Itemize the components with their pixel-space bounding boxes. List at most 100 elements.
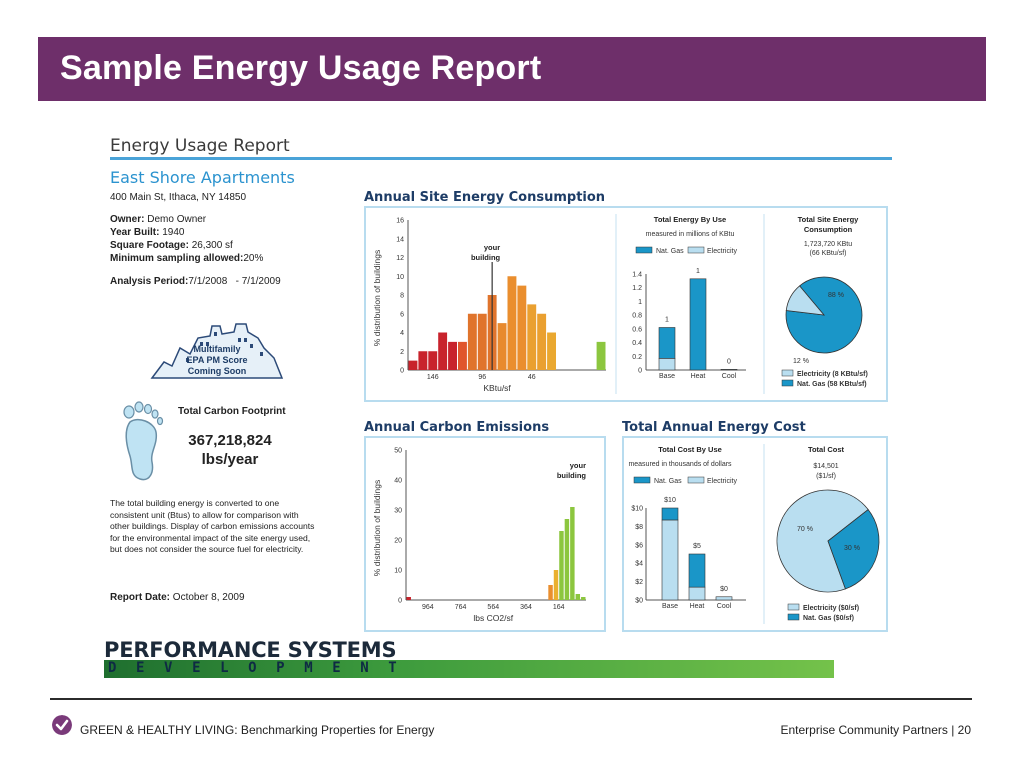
carbon-number: 367,218,824 xyxy=(188,432,272,449)
y-tick-label: 40 xyxy=(394,478,402,485)
company-name: PERFORMANCE SYSTEMS xyxy=(104,638,397,662)
stacked-y-tick: $10 xyxy=(631,506,643,513)
pie-slice-label: 88 % xyxy=(828,292,844,299)
company-tagline-bar xyxy=(104,660,834,678)
legend-gas-swatch xyxy=(635,246,653,254)
your-building-label: your xyxy=(484,243,500,252)
year-built-row: Year Built: 1940 xyxy=(110,227,185,238)
histogram-bar xyxy=(408,360,418,370)
pie-value: 1,723,720 KBtu xyxy=(804,241,852,248)
histogram-bar xyxy=(581,597,586,600)
y-tick-label: 20 xyxy=(394,538,402,545)
site-energy-panel: 0 2 4 6 8 10 12 14 16% distribution of buildings… xyxy=(364,206,888,402)
stacked-bar-electricity xyxy=(661,519,679,601)
property-name: East Shore Apartments xyxy=(110,168,295,187)
owner-value: Demo Owner xyxy=(147,214,207,225)
histogram-bar xyxy=(553,570,559,600)
stacked-bar-electricity xyxy=(715,596,733,601)
pie-legend-swatch xyxy=(787,603,800,611)
year-built-label: Year Built: xyxy=(110,227,160,238)
legend-gas-label: Nat. Gas xyxy=(656,248,684,255)
report-date-row: Report Date: October 8, 2009 xyxy=(110,592,245,603)
pie-value: $14,501 xyxy=(813,463,838,470)
stacked-chart-subtitle: measured in thousands of dollars xyxy=(628,461,732,468)
slide-title: Sample Energy Usage Report xyxy=(60,49,542,87)
x-tick-label: 46 xyxy=(528,374,536,381)
histogram-bar xyxy=(517,285,527,370)
stacked-bar-electricity xyxy=(658,358,676,371)
your-building-label: building xyxy=(557,471,587,480)
legend-elec-swatch xyxy=(687,246,705,254)
title-bar: Sample Energy Usage Report xyxy=(38,37,986,101)
carbon-footprint-value: 367,218,824 lbs/year xyxy=(178,431,282,469)
stacked-y-tick: $6 xyxy=(635,542,643,549)
y-tick-label: 50 xyxy=(394,448,402,455)
analysis-label: Analysis Period: xyxy=(110,276,189,287)
stacked-bar-gas xyxy=(661,507,679,521)
carbon-panel: 0 10 20 30 40 50 % distribution of buildings 96… xyxy=(364,436,606,632)
stacked-y-tick: 0.2 xyxy=(632,354,642,361)
stacked-y-tick: 0.8 xyxy=(632,313,642,320)
logo-line-1: Multifamily xyxy=(193,344,241,354)
y-tick-label: 12 xyxy=(396,255,404,262)
min-sampling-value: 20% xyxy=(243,253,264,264)
pie-legend-swatch xyxy=(781,369,794,377)
pie-legend-swatch xyxy=(787,613,800,621)
legend-gas-label: Nat. Gas xyxy=(654,478,682,485)
y-tick-label: 8 xyxy=(400,293,404,300)
histogram-bar xyxy=(559,531,564,600)
pie-title: Consumption xyxy=(804,225,853,234)
checkmark-icon xyxy=(52,715,72,735)
stacked-x-tick: Base xyxy=(659,373,675,380)
your-building-label: your xyxy=(570,461,586,470)
stacked-chart-subtitle: measured in millions of KBtu xyxy=(646,231,735,238)
stacked-bar-gas xyxy=(689,278,707,371)
legend-elec-swatch xyxy=(687,476,705,484)
pie-legend-swatch xyxy=(781,379,794,387)
logo-line-2: EPA PM Score xyxy=(186,355,248,365)
cost-chart: Total Cost By Use measured in thousands o… xyxy=(628,444,880,624)
stacked-y-tick: $4 xyxy=(635,561,643,568)
site-energy-title: Annual Site Energy Consumption xyxy=(364,190,606,205)
stacked-bar-gas xyxy=(688,553,706,588)
electricity-pie-slice xyxy=(785,285,825,316)
min-sampling-label: Minimum sampling allowed: xyxy=(110,253,244,264)
sqft-row: Square Footage: 26,300 sf xyxy=(110,240,233,251)
carbon-footprint-label: Total Carbon Footprint xyxy=(178,406,286,417)
stacked-y-tick: $8 xyxy=(635,524,643,531)
x-tick-label: 964 xyxy=(422,604,434,611)
stacked-chart-title: Total Energy By Use xyxy=(654,215,726,224)
y-axis-label: % distribution of buildings xyxy=(372,250,382,346)
y-tick-label: 0 xyxy=(400,368,404,375)
logo-line-3: Coming Soon xyxy=(187,366,247,376)
footer-right-text: Enterprise Community Partners | 20 xyxy=(780,723,971,737)
x-tick-label: 146 xyxy=(427,374,439,381)
histogram-bar xyxy=(418,351,428,370)
stacked-y-tick: 1.4 xyxy=(632,272,642,279)
stacked-data-label: 1 xyxy=(696,268,700,275)
stacked-data-label: $0 xyxy=(720,586,728,593)
y-tick-label: 14 xyxy=(396,236,404,243)
y-tick-label: 16 xyxy=(396,218,404,225)
report-description: The total building energy is converted t… xyxy=(110,498,315,554)
gas-pie-slice xyxy=(827,509,880,590)
histogram-bar xyxy=(527,304,537,370)
x-tick-label: 96 xyxy=(478,374,486,381)
pie-title: Total Site Energy xyxy=(798,215,860,224)
histogram-bar xyxy=(467,313,477,370)
stacked-data-label: 1 xyxy=(665,316,669,323)
x-tick-label: 364 xyxy=(520,604,532,611)
stacked-y-tick: 1.2 xyxy=(632,285,642,292)
stacked-data-label: $10 xyxy=(664,497,676,504)
histogram-bar xyxy=(428,351,438,370)
histogram-bar xyxy=(596,341,606,370)
stacked-chart-title: Total Cost By Use xyxy=(658,445,722,454)
pie-title: Total Cost xyxy=(808,445,845,454)
energy-report: Energy Usage Report East Shore Apartment… xyxy=(108,130,894,650)
x-tick-label: 564 xyxy=(487,604,499,611)
electricity-pie-slice xyxy=(776,489,869,593)
x-tick-label: 164 xyxy=(553,604,565,611)
stacked-data-label: $5 xyxy=(693,543,701,550)
carbon-emissions-title: Annual Carbon Emissions xyxy=(364,420,550,435)
year-built-value: 1940 xyxy=(162,227,185,238)
